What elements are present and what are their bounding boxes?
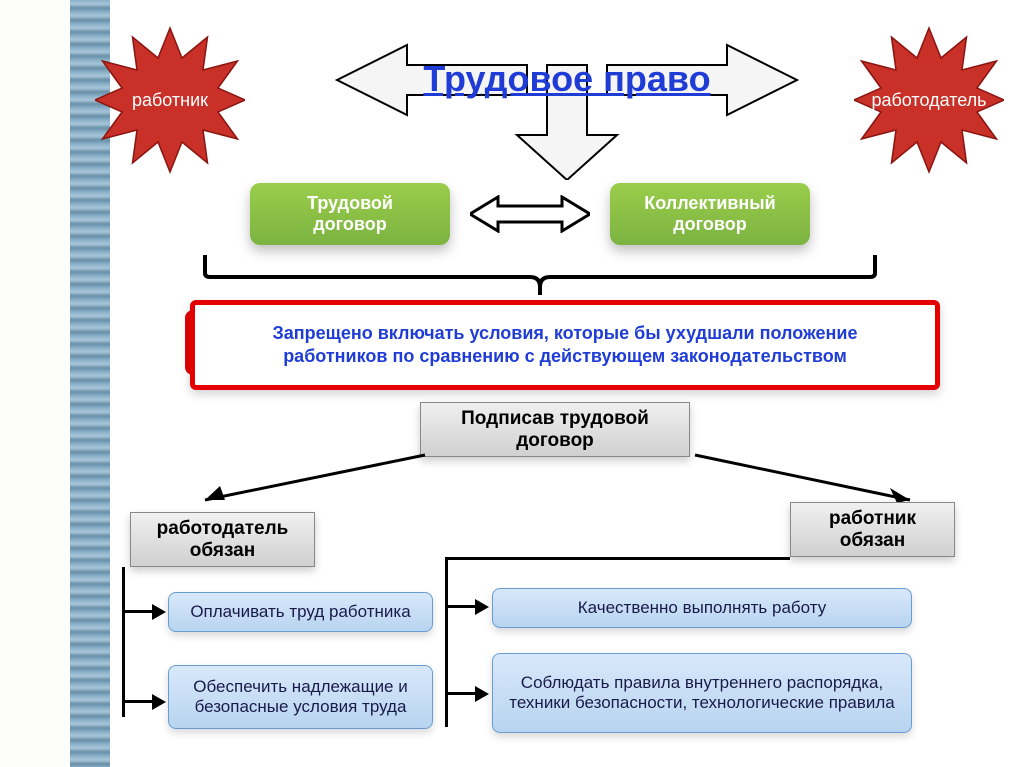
leaf-safe-conditions: Обеспечить надлежащие и безопасные услов… (168, 665, 433, 729)
prohibition-text: Запрещено включать условия, которые бы у… (225, 322, 905, 369)
arrow-head-icon (475, 686, 489, 702)
page-left-margin (0, 0, 70, 767)
connector-line (122, 700, 152, 703)
arrow-head-icon (152, 604, 166, 620)
prohibition-box: Запрещено включать условия, которые бы у… (190, 300, 940, 390)
bracket-connector (200, 255, 880, 295)
header-employer-line1: работодатель (157, 518, 289, 540)
double-arrow-icon (470, 195, 590, 233)
leaf-follow-rules-text: Соблюдать правила внутреннего распорядка… (507, 673, 897, 713)
header-employer-must: работодатель обязан (130, 512, 315, 567)
header-signed-line2: договор (461, 430, 649, 452)
node-labor-contract: Трудовой договор (250, 183, 450, 245)
leaf-quality-work-text: Качественно выполнять работу (578, 598, 826, 618)
node-labor-contract-line2: договор (307, 214, 393, 235)
header-signed-contract: Подписав трудовой договор (420, 402, 690, 457)
node-labor-contract-line1: Трудовой (307, 193, 393, 214)
leaf-quality-work: Качественно выполнять работу (492, 588, 912, 628)
starburst-employee-label: работник (132, 90, 208, 111)
header-signed-line1: Подписав трудовой (461, 408, 649, 430)
node-collective-contract-line2: договор (644, 214, 775, 235)
connector-line (122, 610, 152, 613)
starburst-employer-label: работодатель (871, 90, 986, 111)
starburst-employer: работодатель (854, 25, 1004, 175)
header-employer-line2: обязан (157, 540, 289, 562)
leaf-follow-rules: Соблюдать правила внутреннего распорядка… (492, 653, 912, 733)
header-employee-must: работник обязан (790, 502, 955, 557)
arrow-head-icon (475, 599, 489, 615)
node-collective-contract: Коллективный договор (610, 183, 810, 245)
diagram-content: Трудовое право работник работодатель Тру… (110, 0, 1024, 767)
starburst-employee: работник (95, 25, 245, 175)
connector-line (122, 567, 125, 717)
connector-line (445, 557, 790, 560)
arrow-to-employer (175, 450, 435, 515)
node-collective-contract-line1: Коллективный (644, 193, 775, 214)
connector-line (445, 557, 448, 727)
connector-line (445, 605, 475, 608)
header-employee-line2: обязан (829, 530, 916, 552)
arrow-head-icon (152, 694, 166, 710)
leaf-pay-labor-text: Оплачивать труд работника (190, 602, 410, 622)
leaf-pay-labor: Оплачивать труд работника (168, 592, 433, 632)
connector-line (445, 692, 475, 695)
diagram-title: Трудовое право (423, 58, 710, 100)
leaf-safe-conditions-text: Обеспечить надлежащие и безопасные услов… (183, 677, 418, 717)
header-employee-line1: работник (829, 508, 916, 530)
